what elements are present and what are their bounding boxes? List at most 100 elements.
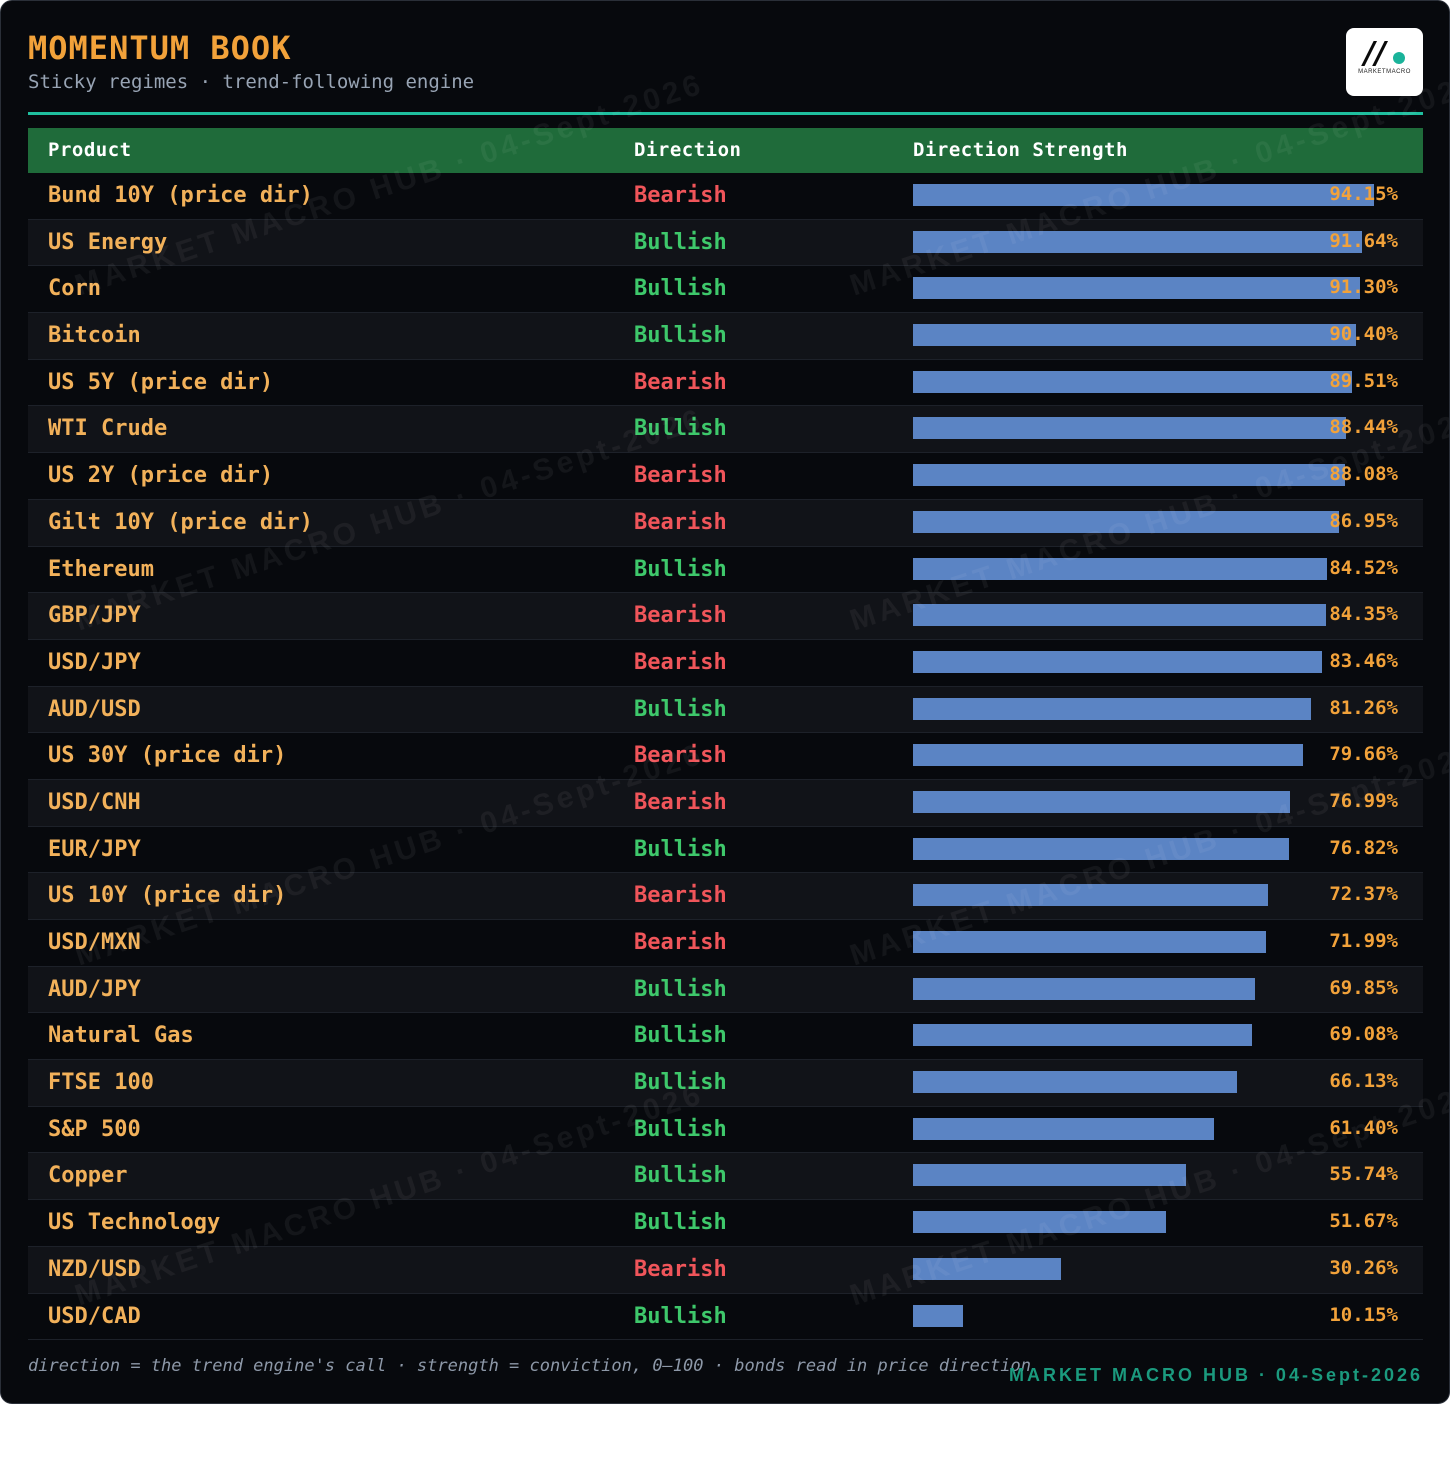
strength-value: 72.37% — [1329, 883, 1398, 906]
product-cell: Copper — [48, 1163, 128, 1189]
direction-cell: Bearish — [634, 883, 727, 909]
logo-mark-icon: // — [1364, 36, 1386, 71]
direction-cell: Bullish — [634, 696, 727, 722]
strength-bar — [913, 1257, 1062, 1280]
table-row: GBP/JPY Bearish 84.35% — [28, 593, 1423, 640]
table-row: Corn Bullish 91.30% — [28, 266, 1423, 314]
direction-cell: Bearish — [634, 509, 727, 535]
table-row: FTSE 100 Bullish 66.13% — [28, 1060, 1423, 1107]
logo-text: MARKETMACRO — [1358, 69, 1411, 75]
direction-cell: Bullish — [634, 1070, 727, 1096]
strength-bar — [913, 650, 1322, 673]
table-row: US 30Y (price dir) Bearish 79.66% — [28, 733, 1423, 780]
column-header-product: Product — [48, 139, 132, 161]
strength-value: 88.08% — [1329, 463, 1398, 486]
direction-cell: Bearish — [634, 369, 727, 395]
table-row: USD/CAD Bullish 10.15% — [28, 1294, 1423, 1341]
strength-value: 89.51% — [1329, 369, 1398, 392]
strength-bar — [913, 1024, 1252, 1047]
table-row: USD/MXN Bearish 71.99% — [28, 920, 1423, 967]
strength-value: 83.46% — [1329, 649, 1398, 672]
table-body: Bund 10Y (price dir) Bearish 94.15% US Ener… — [28, 173, 1423, 1341]
product-cell: AUD/USD — [48, 696, 141, 722]
strength-bar — [913, 1164, 1187, 1187]
direction-cell: Bearish — [634, 930, 727, 955]
table-row: EUR/JPY Bullish 76.82% — [28, 827, 1423, 874]
product-cell: AUD/JPY — [48, 976, 141, 1002]
strength-bar — [913, 604, 1327, 627]
product-cell: GBP/JPY — [48, 603, 141, 629]
strength-bar — [913, 184, 1375, 206]
product-cell: Corn — [48, 276, 101, 302]
strength-bar — [913, 417, 1347, 440]
product-cell: S&P 500 — [48, 1116, 141, 1142]
direction-cell: Bullish — [634, 276, 727, 302]
table-row: S&P 500 Bullish 61.40% — [28, 1107, 1423, 1154]
accent-divider — [28, 112, 1423, 115]
direction-cell: Bullish — [634, 556, 727, 582]
strength-bar — [913, 790, 1291, 813]
footnote: direction = the trend engine's call · st… — [28, 1356, 1032, 1376]
product-cell: USD/CNH — [48, 789, 141, 815]
product-cell: US Technology — [48, 1210, 221, 1236]
product-cell: FTSE 100 — [48, 1070, 154, 1096]
strength-bar — [913, 370, 1352, 393]
strength-bar — [913, 697, 1312, 720]
product-cell: WTI Crude — [48, 416, 168, 442]
strength-bar — [913, 324, 1356, 347]
product-cell: US 10Y (price dir) — [48, 883, 287, 909]
product-cell: US 2Y (price dir) — [48, 463, 274, 489]
table-row: USD/JPY Bearish 83.46% — [28, 640, 1423, 687]
strength-value: 76.99% — [1329, 789, 1398, 812]
strength-bar — [913, 510, 1340, 533]
strength-value: 69.08% — [1329, 1023, 1398, 1046]
page-title: MOMENTUM BOOK — [28, 29, 292, 67]
strength-value: 79.66% — [1329, 743, 1398, 766]
strength-value: 30.26% — [1329, 1256, 1398, 1279]
product-cell: USD/JPY — [48, 649, 141, 675]
table-row: AUD/USD Bullish 81.26% — [28, 686, 1423, 734]
strength-value: 61.40% — [1329, 1116, 1398, 1139]
table-row: USD/CNH Bearish 76.99% — [28, 779, 1423, 827]
product-cell: Bund 10Y (price dir) — [48, 183, 313, 208]
strength-bar — [913, 230, 1362, 253]
product-cell: NZD/USD — [48, 1256, 141, 1282]
strength-value: 51.67% — [1329, 1210, 1398, 1233]
strength-value: 90.40% — [1329, 323, 1398, 346]
strength-bar — [913, 884, 1268, 907]
product-cell: US Energy — [48, 229, 168, 255]
momentum-book-card: MARKET MACRO HUB · 04-Sept-2026 MARKET M… — [0, 0, 1450, 1404]
product-cell: US 30Y (price dir) — [48, 743, 287, 769]
column-header-direction: Direction — [634, 139, 742, 161]
table-row: Gilt 10Y (price dir) Bearish 86.95% — [28, 499, 1423, 547]
table-row: AUD/JPY Bullish 69.85% — [28, 966, 1423, 1014]
strength-value: 84.35% — [1329, 603, 1398, 626]
table-row: US Technology Bullish 51.67% — [28, 1200, 1423, 1247]
strength-value: 88.44% — [1329, 416, 1398, 439]
strength-bar — [913, 557, 1328, 580]
strength-value: 71.99% — [1329, 930, 1398, 952]
column-header-strength: Direction Strength — [913, 139, 1128, 161]
direction-cell: Bearish — [634, 1256, 727, 1282]
direction-cell: Bullish — [634, 1303, 727, 1329]
table-row: Natural Gas Bullish 69.08% — [28, 1013, 1423, 1061]
product-cell: USD/MXN — [48, 930, 141, 955]
table-row: US 10Y (price dir) Bearish 72.37% — [28, 873, 1423, 920]
strength-bar — [913, 744, 1304, 767]
product-cell: Gilt 10Y (price dir) — [48, 509, 313, 535]
strength-value: 55.74% — [1329, 1163, 1398, 1186]
direction-cell: Bearish — [634, 789, 727, 815]
direction-cell: Bullish — [634, 229, 727, 255]
strength-value: 86.95% — [1329, 509, 1398, 532]
strength-bar — [913, 464, 1345, 487]
direction-cell: Bullish — [634, 1116, 727, 1142]
table-row: US 2Y (price dir) Bearish 88.08% — [28, 453, 1423, 500]
product-cell: Bitcoin — [48, 323, 141, 349]
table-row: Bund 10Y (price dir) Bearish 94.15% — [28, 173, 1423, 220]
strength-value: 76.82% — [1329, 836, 1398, 859]
table-row: Ethereum Bullish 84.52% — [28, 547, 1423, 594]
strength-value: 91.30% — [1329, 276, 1398, 299]
strength-value: 84.52% — [1329, 556, 1398, 579]
strength-bar — [913, 1117, 1214, 1140]
direction-cell: Bearish — [634, 649, 727, 675]
